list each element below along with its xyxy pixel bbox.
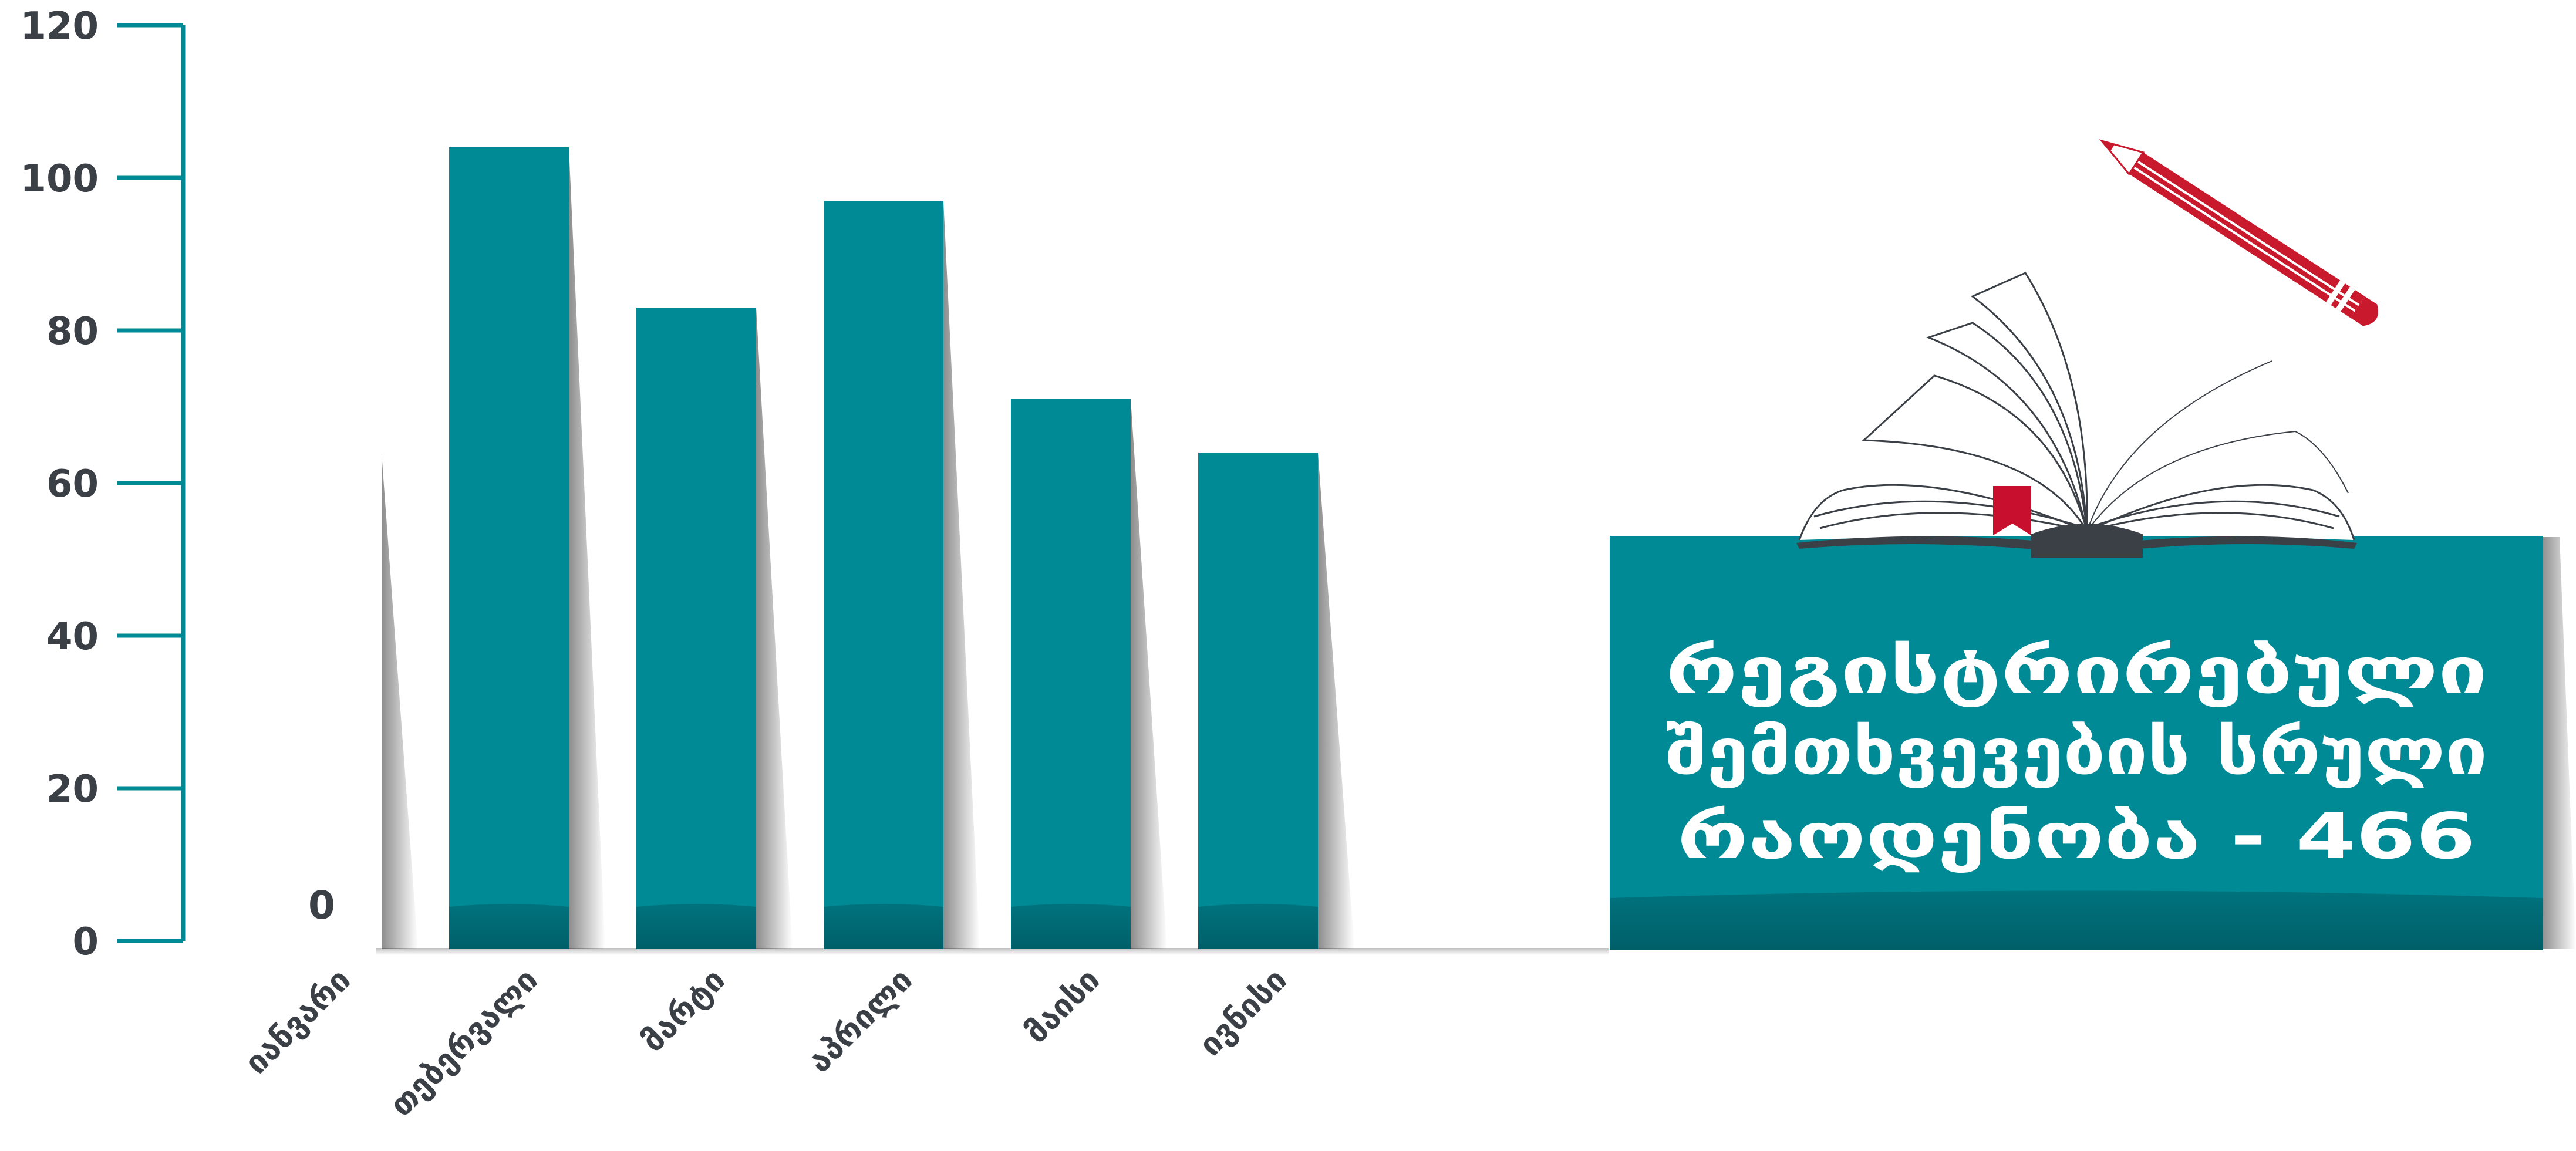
x-tick-label: თებერვალი (382, 961, 545, 1124)
bar-base-band (824, 904, 943, 949)
bar-base-band (636, 904, 756, 949)
category-labels: იანვარი თებერვალი მარტი აპრილი მაისი ივნისი (238, 961, 1294, 1124)
y-tick-label: 120 (20, 5, 99, 48)
info-box-background (1610, 536, 2543, 950)
x-tick-label: აპრილი (801, 961, 919, 1080)
x-tick-label: მარტი (634, 961, 732, 1059)
info-box-base-band (1610, 890, 2543, 950)
bar-shadow (1131, 399, 1167, 949)
bar-shadow (1318, 453, 1354, 949)
x-tick-label: ივნისი (1192, 961, 1294, 1064)
bars: 0 (308, 147, 1354, 949)
y-tick-label: 80 (46, 310, 99, 353)
y-tick-label: 100 (20, 157, 99, 201)
info-box-line-2: შემთხვევების სრული (1665, 715, 2487, 789)
y-tick-label: 60 (46, 463, 99, 506)
bar-shadow (943, 201, 980, 949)
bar-shadow (569, 147, 605, 949)
bar (824, 201, 943, 949)
bar (636, 308, 756, 949)
data-label: 0 (308, 883, 335, 928)
bar-base-band (449, 904, 569, 949)
bookmark (1993, 486, 2031, 535)
bar (449, 147, 569, 949)
x-tick-label: იანვარი (238, 961, 358, 1082)
bar (1198, 453, 1318, 949)
y-tick-label: 0 (72, 920, 99, 964)
info-box-shadow (2542, 537, 2576, 949)
y-tick-label: 40 (46, 615, 99, 659)
info-box-line-1: რეგისტრირებული (1665, 634, 2487, 708)
bar-shadow (756, 308, 793, 949)
floor-shadow (376, 948, 1609, 955)
info-box: რეგისტრირებული შემთხვევების სრული რაოდენ… (1610, 536, 2576, 950)
info-box-line-3: რაოდენობა - 466 (1677, 800, 2476, 873)
bar (1011, 399, 1131, 949)
y-axis: 0 20 40 60 80 100 120 (20, 5, 186, 964)
open-book-icon (1796, 272, 2357, 558)
bar-shadow (382, 454, 418, 949)
y-tick-label: 20 (46, 768, 99, 811)
bar-base-band (1011, 904, 1131, 949)
bar-base-band (1198, 904, 1318, 949)
pencil-icon (2099, 139, 2378, 326)
x-tick-label: მაისი (1017, 961, 1107, 1051)
